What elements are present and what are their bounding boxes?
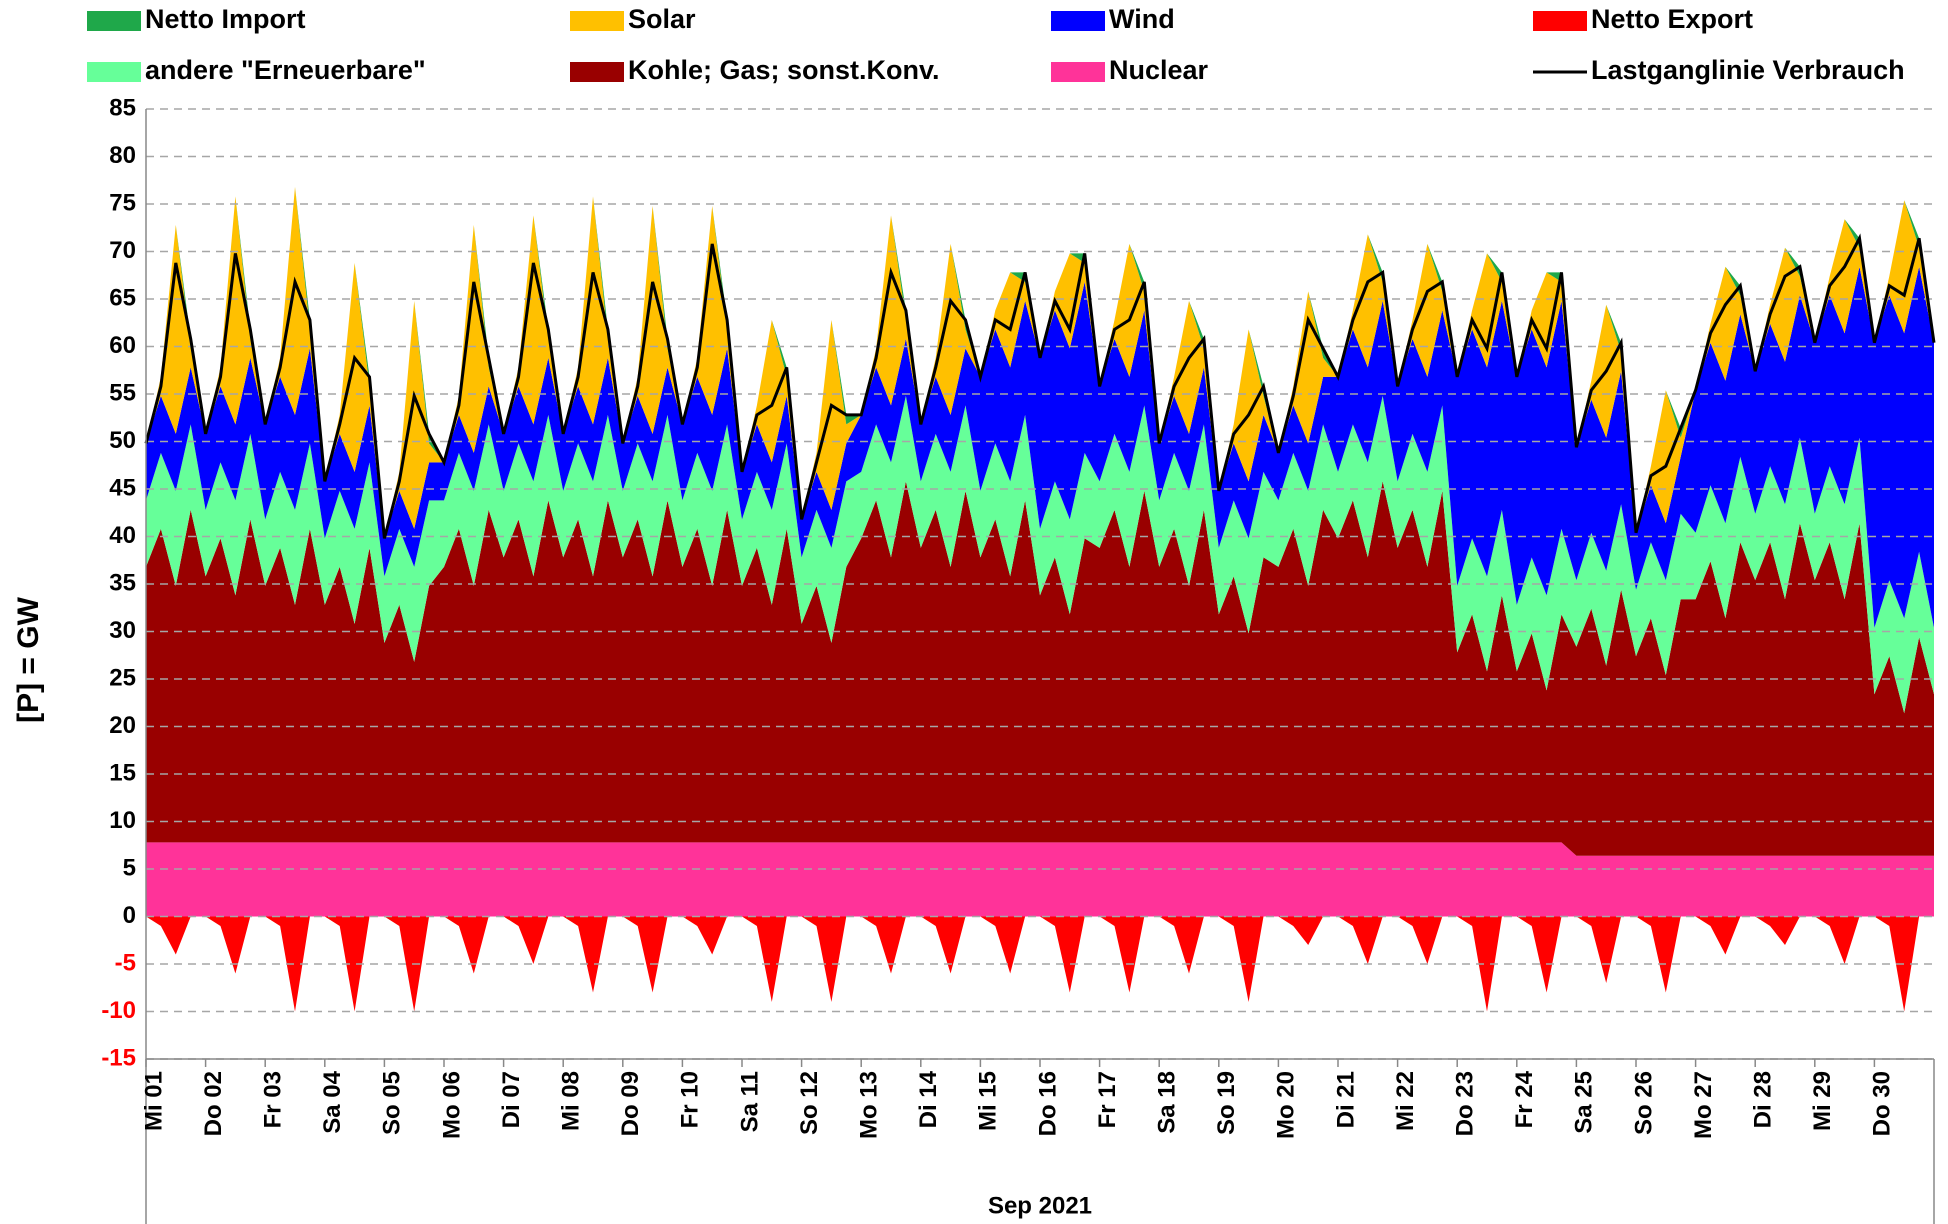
legend-label: Wind: [1109, 4, 1175, 34]
x-tick-label: Mo 20: [1273, 1071, 1300, 1139]
legend-label: Solar: [628, 4, 696, 34]
y-tick-label: 80: [109, 142, 136, 169]
x-tick-label: Di 07: [498, 1071, 525, 1128]
legend-swatch: [1533, 11, 1587, 31]
line: [144, 233, 1936, 539]
x-tick-label: Di 28: [1750, 1071, 1777, 1128]
x-tick-label: So 26: [1630, 1071, 1657, 1135]
x-tick-label: Mi 15: [975, 1071, 1002, 1131]
x-tick-label: Do 23: [1452, 1071, 1479, 1136]
x-tick-label: Mo 27: [1690, 1071, 1717, 1139]
x-tick-label: Di 14: [915, 1070, 942, 1128]
legend-label: Netto Export: [1591, 4, 1753, 34]
area: [146, 481, 1934, 856]
y-tick-label: -10: [101, 997, 136, 1024]
y-tick-label: -5: [115, 949, 136, 976]
y-tick-label: 15: [109, 759, 136, 786]
area: [146, 395, 1934, 714]
legend-swatch: [87, 62, 141, 82]
y-tick-label: 20: [109, 712, 136, 739]
y-tick-label: 40: [109, 522, 136, 549]
legend-swatch: [570, 62, 624, 82]
x-tick-label: Sa 04: [319, 1070, 346, 1133]
x-tick-label: Fr 03: [260, 1071, 287, 1128]
x-tick-label: Fr 10: [677, 1071, 704, 1128]
y-tick-label: 65: [109, 284, 136, 311]
x-tick-label: Di 21: [1332, 1071, 1359, 1128]
legend-label: andere "Erneuerbare": [145, 55, 426, 85]
legend: Netto Import Solar Wind Netto Export andere …: [87, 4, 1905, 85]
y-tick-label: 60: [109, 332, 136, 359]
y-tick-label: 70: [109, 237, 136, 264]
y-tick-label: 75: [109, 189, 136, 216]
y-tick-label: 50: [109, 427, 136, 454]
x-tick-label: Sa 18: [1154, 1071, 1181, 1134]
x-tick-label: Do 02: [200, 1071, 227, 1136]
area: [146, 916, 1934, 1012]
x-tick-label: Do 30: [1869, 1071, 1896, 1136]
y-tick-label: -15: [101, 1044, 136, 1071]
x-tick-label: Mo 13: [856, 1071, 883, 1139]
y-tick-label: 55: [109, 379, 136, 406]
y-tick-label: 30: [109, 617, 136, 644]
x-tick-label: Do 16: [1034, 1071, 1061, 1136]
area: [146, 842, 1934, 917]
x-tick-label: Fr 17: [1094, 1071, 1121, 1128]
y-tick-label: 10: [109, 807, 136, 834]
x-tick-label: So 12: [796, 1071, 823, 1135]
legend-label: Netto Import: [145, 4, 305, 34]
x-tick-label: Fr 24: [1511, 1070, 1538, 1128]
plot-area: [146, 186, 1934, 1012]
x-axis-label: Sep 2021: [988, 1192, 1092, 1219]
legend-label: Nuclear: [1109, 55, 1209, 85]
area: [146, 266, 1934, 628]
x-tick-label: Mi 08: [558, 1071, 585, 1131]
y-tick-label: 25: [109, 664, 136, 691]
x-tick-label: So 05: [379, 1071, 406, 1135]
legend-swatch: [1051, 11, 1105, 31]
y-tick-label: 85: [109, 94, 136, 121]
legend-label: Kohle; Gas; sonst.Konv.: [628, 55, 940, 85]
y-tick-label: 45: [109, 474, 136, 501]
legend-swatch: [1051, 62, 1105, 82]
legend-swatch: [87, 11, 141, 31]
x-tick-label: Do 09: [617, 1071, 644, 1136]
legend-swatch: [570, 11, 624, 31]
x-tick-label: Mi 01: [140, 1071, 167, 1131]
y-tick-label: 0: [123, 902, 136, 929]
x-tick-label: So 19: [1213, 1071, 1240, 1135]
x-tick-label: Sa 25: [1571, 1071, 1598, 1134]
x-tick-label: Sa 11: [736, 1071, 763, 1132]
y-tick-label: 5: [123, 854, 136, 881]
y-tick-label: 35: [109, 569, 136, 596]
x-tick-label: Mi 22: [1392, 1071, 1419, 1131]
y-axis-label: [P] = GW: [12, 596, 45, 723]
x-tick-label: Mo 06: [438, 1071, 465, 1139]
x-tick-label: Mi 29: [1809, 1071, 1836, 1131]
legend-label: Lastganglinie Verbrauch: [1591, 55, 1905, 85]
